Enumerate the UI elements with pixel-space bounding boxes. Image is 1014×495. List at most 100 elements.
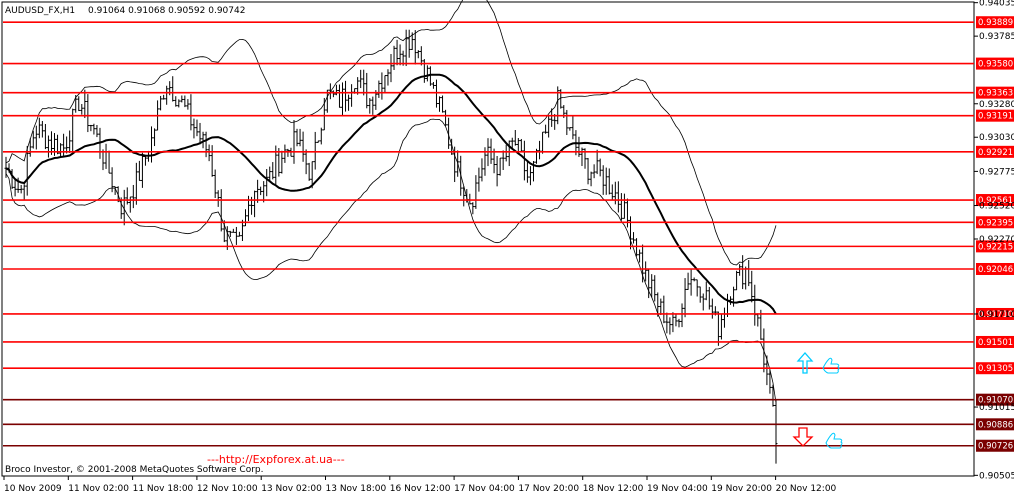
price-bar	[43, 123, 47, 150]
level-price-tag	[976, 240, 1014, 253]
price-bar	[668, 317, 672, 335]
price-bar	[704, 281, 708, 301]
price-bar	[719, 313, 723, 340]
price-bar	[504, 144, 508, 162]
copyright-text: Broco Investor, © 2001-2008 MetaQuotes S…	[5, 465, 264, 475]
price-bar	[313, 131, 317, 170]
price-bar	[519, 138, 523, 153]
price-bar	[662, 295, 666, 324]
price-bar	[316, 140, 320, 143]
price-bar	[40, 120, 44, 138]
price-bar	[110, 167, 114, 193]
price-bar	[31, 130, 35, 149]
price-bar	[383, 75, 387, 92]
price-bar	[344, 80, 348, 112]
level-price-tag	[976, 194, 1014, 207]
level-price-label: 0.91501	[978, 338, 1013, 348]
price-bar	[528, 166, 532, 186]
price-bar	[759, 309, 763, 340]
price-bar	[656, 292, 660, 317]
price-bar	[240, 219, 244, 241]
price-bar	[298, 128, 302, 147]
price-bar	[37, 117, 41, 139]
level-price-label: 0.92561	[978, 196, 1013, 206]
price-bar	[547, 115, 551, 138]
price-bar	[322, 97, 326, 131]
price-bar	[65, 136, 69, 154]
level-price-tag	[976, 216, 1014, 229]
price-bar	[10, 169, 14, 189]
price-bar	[671, 312, 675, 333]
y-tick-label: 0.90505	[979, 471, 1014, 481]
watermark-text: ---http://Expforex.at.ua---	[207, 453, 345, 466]
price-bar	[589, 171, 593, 187]
x-tick-label: 11 Nov 18:00	[133, 484, 194, 494]
price-bar	[531, 161, 535, 182]
price-bar	[653, 275, 657, 302]
price-bar	[404, 29, 408, 67]
price-bar	[665, 312, 669, 334]
price-bar	[459, 155, 463, 196]
price-bar	[83, 89, 87, 119]
price-bar	[113, 186, 117, 195]
price-bar	[610, 184, 614, 200]
price-bar	[607, 168, 611, 195]
price-bar	[268, 166, 272, 182]
price-bar	[444, 109, 448, 126]
level-price-tag	[976, 439, 1014, 452]
price-bar	[741, 255, 745, 290]
price-bar	[510, 137, 514, 150]
price-bar	[638, 249, 642, 263]
price-bar	[601, 165, 605, 195]
price-bar	[213, 169, 217, 198]
level-price-label: 0.92215	[978, 242, 1013, 252]
price-bar	[501, 150, 505, 170]
price-bar	[380, 72, 384, 100]
price-bar	[201, 131, 205, 149]
price-bar	[619, 193, 623, 221]
price-bar	[641, 244, 645, 283]
level-price-tag	[976, 418, 1014, 431]
price-bar	[689, 269, 693, 296]
price-bar	[389, 53, 393, 83]
price-bar	[146, 150, 150, 162]
price-bar	[280, 150, 284, 174]
price-bar	[377, 80, 381, 98]
x-tick-label: 13 Nov 02:00	[261, 484, 322, 494]
price-bar	[716, 311, 720, 346]
price-bar	[262, 181, 266, 203]
level-price-tag	[976, 393, 1014, 406]
price-bar	[162, 94, 166, 100]
price-bar	[674, 314, 678, 327]
price-bar	[371, 96, 375, 115]
price-bar	[13, 178, 17, 197]
price-bar	[92, 123, 96, 135]
y-tick-label: 0.91015	[979, 403, 1014, 413]
price-bar	[22, 184, 26, 201]
price-bar	[368, 98, 372, 114]
price-bar	[237, 231, 241, 237]
price-bar	[159, 95, 163, 111]
price-bar	[507, 140, 511, 167]
thumb-hand-icon	[825, 432, 843, 449]
price-bar	[386, 69, 390, 86]
level-price-tag	[976, 57, 1014, 70]
price-bar	[271, 162, 275, 180]
x-tick-label: 19 Nov 04:00	[647, 484, 708, 494]
price-bar	[347, 94, 351, 111]
price-bar	[525, 160, 529, 183]
level-price-tag	[976, 362, 1014, 375]
price-bar	[595, 149, 599, 175]
price-bar	[522, 140, 526, 181]
price-bar	[177, 99, 181, 108]
price-bar	[304, 149, 308, 175]
price-bar	[441, 95, 445, 113]
y-tick-label: 0.91710	[979, 310, 1014, 320]
x-tick-label: 10 Nov 2009	[4, 484, 62, 494]
x-tick-label: 18 Nov 12:00	[583, 484, 644, 494]
x-tick-label: 19 Nov 20:00	[711, 484, 772, 494]
price-bar	[701, 293, 705, 311]
price-bar	[307, 162, 311, 181]
price-bar	[59, 143, 63, 158]
